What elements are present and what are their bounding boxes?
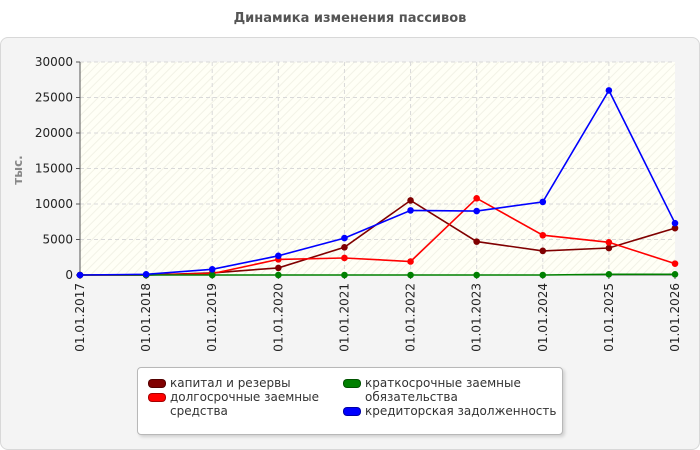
legend-item: капитал и резервы [148, 376, 291, 390]
x-tick-label: 01.01.2024 [536, 283, 550, 352]
x-tick-label: 01.01.2018 [139, 283, 153, 352]
x-tick-label: 01.01.2021 [337, 283, 351, 352]
y-tick-label: 5000 [42, 233, 73, 247]
y-tick-label: 30000 [35, 55, 73, 69]
y-tick-label: 20000 [35, 126, 73, 140]
legend: капитал и резервы долгосрочные заемные с… [137, 367, 563, 435]
data-point-2 [605, 270, 613, 278]
data-point-2 [341, 271, 348, 279]
data-point-1 [473, 195, 480, 202]
x-tick-label: 01.01.2020 [271, 283, 285, 352]
data-point-3 [407, 207, 414, 214]
x-tick-label: 01.01.2019 [205, 283, 219, 352]
y-tick-label: 10000 [35, 197, 73, 211]
data-point-2 [671, 270, 679, 278]
x-tick-label: 01.01.2022 [404, 283, 418, 352]
data-point-1 [671, 260, 679, 267]
legend-swatch [343, 407, 361, 416]
x-tick-label: 01.01.2017 [73, 283, 87, 352]
chart-title: Динамика изменения пассивов [233, 11, 467, 26]
data-point-3 [76, 271, 84, 279]
data-point-1 [341, 254, 348, 262]
data-point-0 [341, 244, 348, 251]
legend-swatch [343, 379, 361, 388]
data-point-3 [539, 198, 547, 206]
legend-item: долгосрочные заемные средства [148, 390, 319, 418]
data-point-3 [341, 234, 348, 242]
data-point-3 [142, 270, 150, 278]
data-point-0 [275, 264, 282, 272]
data-point-2 [539, 271, 547, 279]
data-point-1 [605, 239, 613, 246]
data-point-3 [671, 219, 679, 227]
data-point-2 [275, 271, 282, 279]
data-point-2 [407, 271, 414, 279]
x-tick-label: 01.01.2026 [668, 283, 682, 352]
data-point-0 [539, 247, 547, 255]
y-tick-label: 25000 [35, 91, 73, 105]
data-point-2 [473, 271, 480, 279]
y-tick-label: 0 [65, 268, 73, 282]
data-point-1 [407, 258, 414, 265]
legend-item: кредиторская задолженность [343, 404, 556, 418]
legend-label: краткосрочные заемные обязательства [365, 376, 521, 404]
x-tick-label: 01.01.2025 [602, 283, 616, 352]
legend-item: краткосрочные заемные обязательства [343, 376, 521, 404]
data-point-0 [671, 224, 679, 232]
series-line-2 [80, 273, 675, 276]
legend-label: долгосрочные заемные средства [170, 390, 319, 418]
y-tick-label: 15000 [35, 162, 73, 176]
data-point-0 [407, 197, 414, 204]
data-point-3 [275, 252, 282, 260]
legend-swatch [148, 379, 166, 388]
legend-label: капитал и резервы [170, 376, 291, 390]
data-point-2 [208, 271, 216, 279]
series-line-3 [79, 88, 676, 276]
legend-label: кредиторская задолженность [365, 404, 557, 418]
x-tick-label: 01.01.2023 [470, 283, 484, 352]
legend-swatch [148, 393, 166, 402]
data-point-3 [473, 207, 480, 215]
data-point-3 [208, 266, 216, 273]
data-point-3 [605, 87, 613, 94]
y-axis-label: тыс. [11, 155, 25, 184]
data-point-0 [605, 244, 613, 252]
data-point-0 [473, 238, 480, 245]
data-point-1 [539, 231, 547, 239]
